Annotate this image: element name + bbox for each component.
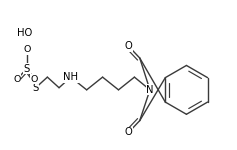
Text: O: O [31,75,38,84]
Text: NH: NH [63,72,78,82]
Text: O: O [23,45,31,54]
Text: S: S [32,83,39,93]
Text: S: S [24,64,30,74]
Text: O: O [125,127,132,137]
Text: N: N [146,85,154,95]
Text: HO: HO [17,28,32,38]
Text: O: O [125,41,132,51]
Text: O: O [13,75,21,84]
